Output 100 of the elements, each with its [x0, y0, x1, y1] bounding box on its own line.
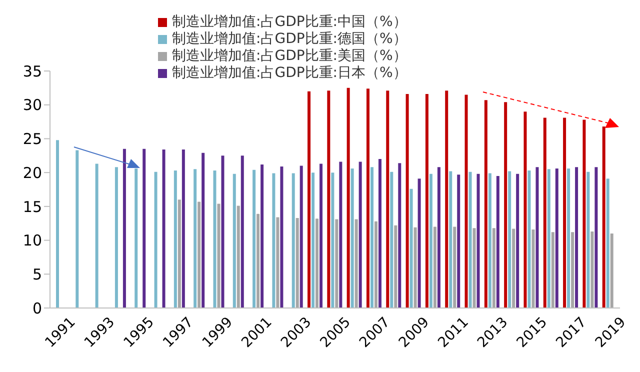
- bar: [198, 202, 201, 308]
- bar: [610, 234, 614, 308]
- y-tick-label: 30: [22, 96, 42, 114]
- y-tick-label: 25: [22, 130, 42, 148]
- bar: [594, 167, 598, 308]
- bar: [134, 168, 138, 308]
- bar: [547, 169, 550, 308]
- y-tick-label: 20: [22, 164, 42, 182]
- bar: [567, 168, 570, 308]
- bar: [339, 162, 342, 308]
- bar: [202, 152, 205, 308]
- bar: [260, 164, 264, 308]
- y-tick-label: 35: [22, 62, 42, 80]
- bar: [95, 164, 98, 308]
- y-tick-label: 0: [32, 299, 42, 318]
- bar: [586, 172, 590, 308]
- bar: [182, 150, 185, 308]
- bar: [528, 170, 531, 308]
- bar: [449, 171, 452, 308]
- bar: [418, 178, 421, 308]
- y-tick-label: 5: [32, 265, 42, 284]
- bar: [346, 88, 350, 308]
- bar: [472, 228, 476, 308]
- bar: [232, 174, 236, 308]
- bar: [56, 140, 59, 308]
- bar: [221, 156, 224, 308]
- bar: [437, 167, 440, 308]
- bar: [366, 88, 370, 308]
- bar: [374, 221, 378, 308]
- bar: [571, 232, 574, 308]
- bar: [606, 178, 610, 308]
- bar: [217, 204, 220, 308]
- bar: [536, 167, 539, 308]
- bar: [504, 102, 508, 308]
- bar: [425, 94, 428, 308]
- bar: [508, 171, 512, 308]
- bar: [178, 200, 181, 308]
- bar: [496, 176, 500, 308]
- bar: [386, 90, 390, 308]
- bar: [429, 174, 432, 308]
- bar: [114, 167, 118, 308]
- bar: [406, 94, 409, 308]
- bar: [272, 173, 276, 308]
- bar: [543, 118, 546, 308]
- bar: [488, 173, 492, 308]
- bar: [327, 90, 330, 308]
- bar: [76, 150, 79, 308]
- bar: [370, 167, 374, 308]
- bar: [516, 174, 520, 308]
- bar: [236, 206, 240, 308]
- bar: [213, 170, 216, 308]
- bar: [484, 100, 488, 308]
- bar: [122, 148, 126, 308]
- bar: [280, 166, 284, 308]
- bar: [590, 231, 594, 308]
- bar: [296, 218, 299, 308]
- bar: [194, 169, 197, 308]
- legend-label: 制造业增加值:占GDP比重:日本（%）: [172, 65, 407, 82]
- bar: [252, 170, 256, 308]
- bar: [354, 219, 358, 308]
- bar: [390, 172, 394, 308]
- bar: [312, 172, 315, 308]
- bar: [582, 120, 586, 308]
- bar: [154, 172, 158, 308]
- y-tick-label: 10: [22, 232, 42, 250]
- bar: [331, 172, 334, 308]
- bar: [320, 164, 323, 308]
- bar: [453, 226, 456, 308]
- bar: [394, 225, 398, 308]
- bar: [555, 168, 558, 308]
- bar: [410, 188, 413, 308]
- legend-label: 制造业增加值:占GDP比重:美国（%）: [172, 48, 407, 65]
- bar: [551, 232, 554, 308]
- bar: [300, 166, 303, 308]
- bar: [276, 217, 280, 308]
- bar: [256, 214, 260, 308]
- bar: [512, 228, 516, 308]
- bar: [335, 219, 338, 308]
- bar: [142, 148, 146, 308]
- bar: [492, 228, 496, 308]
- bar: [240, 156, 244, 308]
- bar: [476, 174, 480, 308]
- bar: [464, 94, 468, 308]
- bar: [575, 167, 578, 308]
- bar: [445, 90, 448, 308]
- bar: [316, 218, 319, 308]
- bar: [174, 170, 177, 308]
- bar: [378, 159, 382, 308]
- legend-label: 制造业增加值:占GDP比重:中国（%）: [172, 14, 407, 31]
- bar: [308, 91, 311, 308]
- bar: [162, 150, 166, 308]
- bar: [350, 168, 354, 308]
- bar: [524, 112, 527, 308]
- bar: [358, 162, 362, 308]
- y-tick-label: 15: [22, 198, 42, 216]
- bar: [468, 172, 472, 308]
- legend-label: 制造业增加值:占GDP比重:德国（%）: [172, 31, 407, 48]
- bar: [433, 226, 436, 308]
- bar: [398, 163, 402, 308]
- bar: [292, 173, 295, 308]
